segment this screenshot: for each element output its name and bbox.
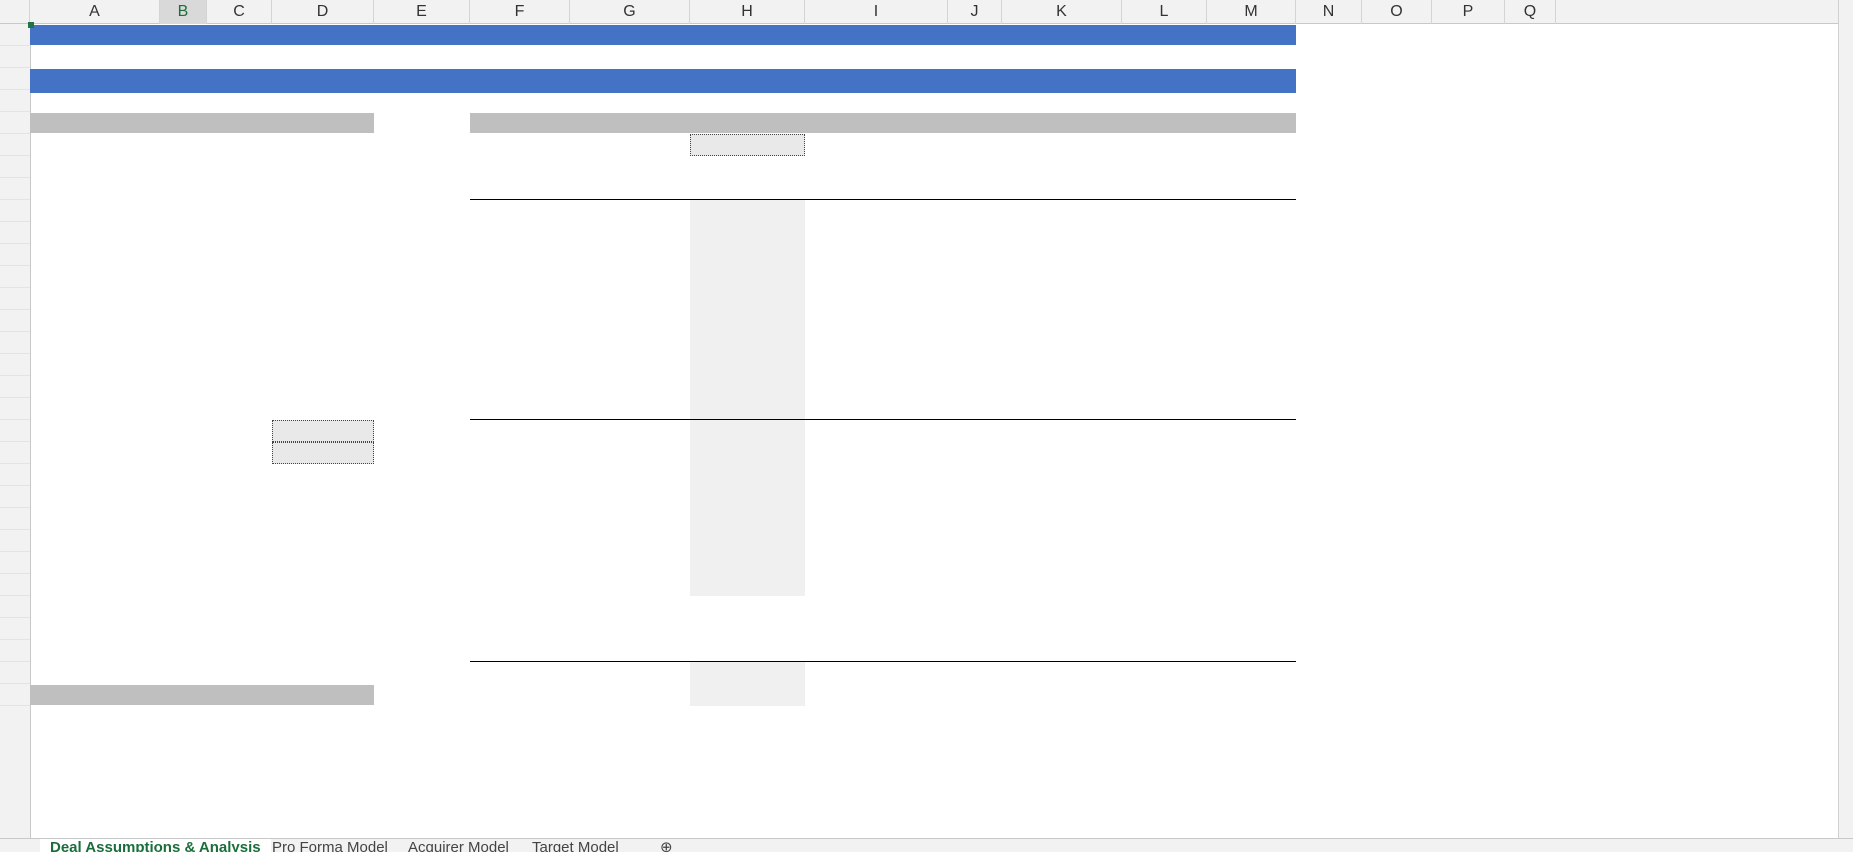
add-sheet-icon[interactable]: ⊕	[660, 839, 673, 852]
row-header-20[interactable]	[0, 442, 30, 464]
transaction-scenario-value	[876, 682, 996, 708]
row-header-18[interactable]	[0, 398, 30, 420]
row-header-11[interactable]	[0, 244, 30, 266]
column-header-f[interactable]: F	[470, 0, 570, 24]
live-column-fill-lower	[690, 662, 805, 706]
live-scenario-value	[637, 132, 797, 158]
synergy-phasing-scenario-value	[1170, 352, 1290, 378]
financing-header-rule	[470, 419, 1296, 420]
sheet-tab[interactable]: Target Model	[532, 839, 619, 852]
row-header-13[interactable]	[0, 288, 30, 310]
column-header-o[interactable]: O	[1362, 0, 1432, 24]
row-header-19[interactable]	[0, 420, 30, 442]
row-header-3[interactable]	[0, 68, 30, 90]
shares-value	[206, 550, 366, 576]
row-header-10[interactable]	[0, 222, 30, 244]
column-header-d[interactable]: D	[272, 0, 374, 24]
column-header-e[interactable]: E	[374, 0, 470, 24]
transaction-live-value	[657, 682, 797, 708]
cost-value	[206, 374, 366, 400]
live-scenario-selector[interactable]	[690, 134, 805, 156]
replace-debt-dropdown[interactable]	[272, 442, 374, 464]
row-header-27[interactable]	[0, 596, 30, 618]
sheet-tab[interactable]: Deal Assumptions & Analysis	[40, 839, 271, 852]
select-all-corner[interactable]	[0, 0, 30, 24]
scenarios-header	[470, 113, 1296, 133]
interest-rate-live-value	[657, 572, 797, 598]
row-header-9[interactable]	[0, 200, 30, 222]
scenario-number	[1170, 132, 1290, 158]
row-header-24[interactable]	[0, 530, 30, 552]
issuance-value	[206, 616, 366, 642]
row-header-26[interactable]	[0, 574, 30, 596]
column-header-b[interactable]: B	[160, 0, 207, 24]
debt-scenario-value	[876, 484, 996, 510]
section-bar-assumptions	[30, 69, 1296, 93]
sheet-tab[interactable]: Acquirer Model	[408, 839, 509, 852]
active-cell-indicator	[28, 22, 34, 28]
title-bar	[30, 25, 1296, 45]
column-header-m[interactable]: M	[1207, 0, 1296, 24]
column-header-a[interactable]: A	[30, 0, 160, 24]
interest-rate-scenario-value	[876, 572, 996, 598]
live-column-fill	[690, 200, 805, 596]
synergy-scenario-value	[1170, 264, 1290, 290]
column-header-k[interactable]: K	[1002, 0, 1122, 24]
row-header-21[interactable]	[0, 464, 30, 486]
sheet-tab-bar: Deal Assumptions & Analysis Pro Forma Mod…	[0, 838, 1853, 852]
row-header-5[interactable]	[0, 112, 30, 134]
vertical-scrollbar[interactable]	[1838, 0, 1853, 851]
row-header-16[interactable]	[0, 354, 30, 376]
synergy-scenario-value	[876, 264, 996, 290]
row-header-22[interactable]	[0, 486, 30, 508]
row-header-17[interactable]	[0, 376, 30, 398]
synergies-header-rule	[470, 199, 1296, 200]
purchase-price-header	[30, 685, 374, 705]
synergy-phasing-live-value	[657, 352, 797, 378]
debt-live-value	[657, 484, 797, 510]
column-header-q[interactable]: Q	[1505, 0, 1556, 24]
transaction-header-rule	[470, 661, 1296, 662]
column-header-p[interactable]: P	[1432, 0, 1505, 24]
row-header-7[interactable]	[0, 156, 30, 178]
column-header-h[interactable]: H	[690, 0, 805, 24]
row-header-30[interactable]	[0, 662, 30, 684]
row-header-29[interactable]	[0, 640, 30, 662]
row-header-15[interactable]	[0, 332, 30, 354]
column-header-l[interactable]: L	[1122, 0, 1207, 24]
row-header-25[interactable]	[0, 552, 30, 574]
transaction-inputs-header	[30, 113, 374, 133]
sheet-tab[interactable]: Pro Forma Model	[272, 839, 388, 852]
interest-rate-scenario-value	[1170, 572, 1290, 598]
synergy-phasing-scenario-value	[876, 352, 996, 378]
row-header-23[interactable]	[0, 508, 30, 530]
column-header-c[interactable]: C	[207, 0, 272, 24]
row-header-12[interactable]	[0, 266, 30, 288]
debt-scenario-value	[1170, 484, 1290, 510]
column-header-n[interactable]: N	[1296, 0, 1362, 24]
input-value	[206, 264, 366, 290]
column-header-j[interactable]: J	[948, 0, 1002, 24]
row-header-14[interactable]	[0, 310, 30, 332]
scenario-number	[876, 132, 996, 158]
row-header-8[interactable]	[0, 178, 30, 200]
row-header-1[interactable]	[0, 24, 30, 46]
synergy-live-value	[657, 264, 797, 290]
replace-value	[206, 440, 366, 466]
row-header-28[interactable]	[0, 618, 30, 640]
column-header-g[interactable]: G	[570, 0, 690, 24]
transaction-scenario-value	[1170, 682, 1290, 708]
row-header-31[interactable]	[0, 684, 30, 706]
row-header-2[interactable]	[0, 46, 30, 68]
row-header-4[interactable]	[0, 90, 30, 112]
row-header-6[interactable]	[0, 134, 30, 156]
replace-debt-dropdown[interactable]	[272, 420, 374, 442]
column-header-i[interactable]: I	[805, 0, 948, 24]
